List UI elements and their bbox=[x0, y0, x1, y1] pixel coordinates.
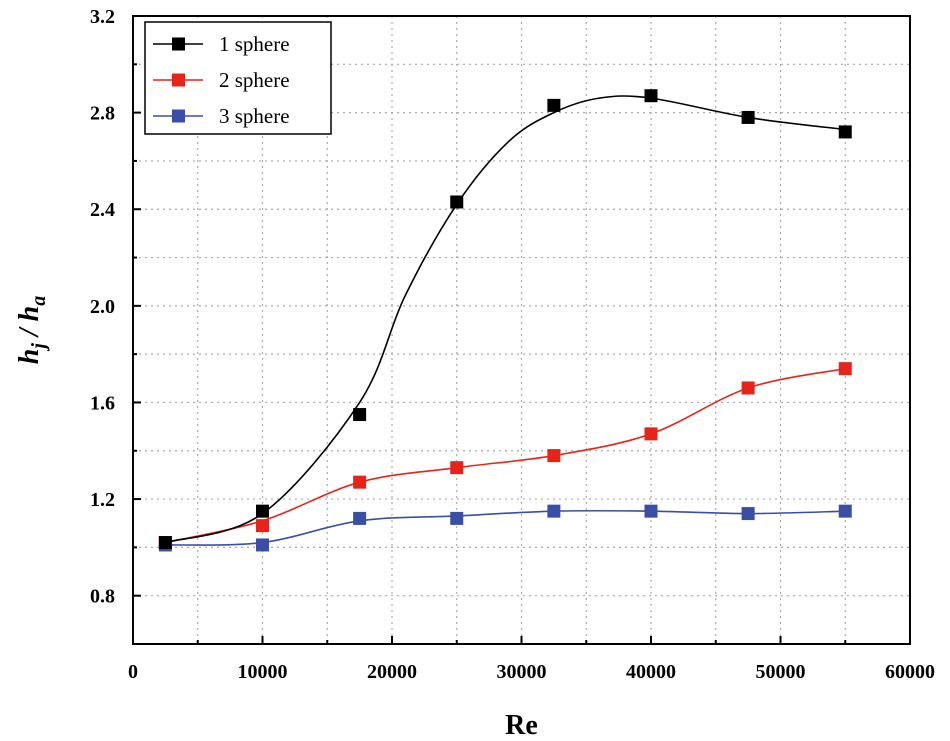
series-layer bbox=[158, 89, 852, 552]
series-1-sphere bbox=[158, 89, 852, 550]
x-tick-label: 50000 bbox=[756, 661, 806, 683]
series-line bbox=[165, 509, 846, 546]
legend-label: 2 sphere bbox=[219, 68, 290, 92]
y-tick-label: 1.2 bbox=[90, 489, 115, 511]
y-tick-label: 1.6 bbox=[90, 392, 115, 414]
data-point bbox=[450, 511, 464, 525]
y-axis-title-h1: h bbox=[14, 349, 45, 365]
data-point bbox=[741, 381, 755, 395]
legend: 1 sphere 2 sphere 3 sphere bbox=[144, 21, 332, 135]
data-point bbox=[450, 195, 464, 209]
x-tick-label: 30000 bbox=[497, 661, 547, 683]
y-tick-label: 2.0 bbox=[90, 296, 115, 318]
y-axis-title-sep: / bbox=[14, 321, 45, 343]
y-axis-title-sub1: j bbox=[28, 343, 50, 352]
legend-marker bbox=[172, 109, 185, 123]
data-point bbox=[256, 504, 269, 518]
data-point bbox=[741, 110, 755, 124]
data-point bbox=[353, 511, 367, 525]
legend-label: 1 sphere bbox=[219, 32, 290, 56]
data-point bbox=[353, 408, 367, 422]
y-tick-label: 2.4 bbox=[90, 199, 115, 221]
x-tick-label: 20000 bbox=[367, 661, 417, 683]
legend-marker bbox=[172, 37, 185, 51]
legend-item: 2 sphere bbox=[153, 68, 290, 92]
legend-marker bbox=[172, 73, 185, 87]
data-point bbox=[644, 427, 658, 441]
y-axis-title-h2: h bbox=[14, 306, 45, 322]
axis-ticks: 0 10000 20000 30000 40000 50000 60000 0.8 1.2 1.6… bbox=[90, 6, 935, 683]
data-point bbox=[256, 519, 269, 533]
data-point bbox=[644, 89, 658, 103]
x-tick-label: 10000 bbox=[238, 661, 288, 683]
data-point bbox=[838, 504, 852, 518]
y-tick-label: 2.8 bbox=[90, 103, 115, 125]
legend-item: 3 sphere bbox=[153, 104, 290, 128]
legend-label: 3 sphere bbox=[219, 104, 290, 128]
x-tick-label: 0 bbox=[128, 661, 138, 683]
y-tick-label: 0.8 bbox=[90, 586, 115, 608]
data-point bbox=[547, 449, 561, 463]
data-point bbox=[256, 538, 269, 552]
data-point bbox=[741, 507, 755, 521]
data-point bbox=[353, 475, 367, 489]
legend-item: 1 sphere bbox=[153, 32, 290, 56]
x-axis-title: Re bbox=[505, 710, 538, 741]
data-point bbox=[547, 504, 561, 518]
series-line bbox=[165, 367, 846, 544]
y-axis-title: hj / ha bbox=[14, 296, 50, 365]
data-point bbox=[547, 98, 561, 112]
data-point bbox=[158, 536, 172, 550]
data-point bbox=[838, 362, 852, 376]
data-point bbox=[644, 504, 658, 518]
x-tick-label: 60000 bbox=[885, 661, 935, 683]
data-point bbox=[450, 461, 464, 475]
y-tick-label: 3.2 bbox=[90, 6, 115, 28]
y-axis-title-sub2: a bbox=[28, 296, 50, 306]
series-line bbox=[165, 95, 846, 544]
data-point bbox=[838, 125, 852, 139]
x-tick-label: 40000 bbox=[626, 661, 676, 683]
